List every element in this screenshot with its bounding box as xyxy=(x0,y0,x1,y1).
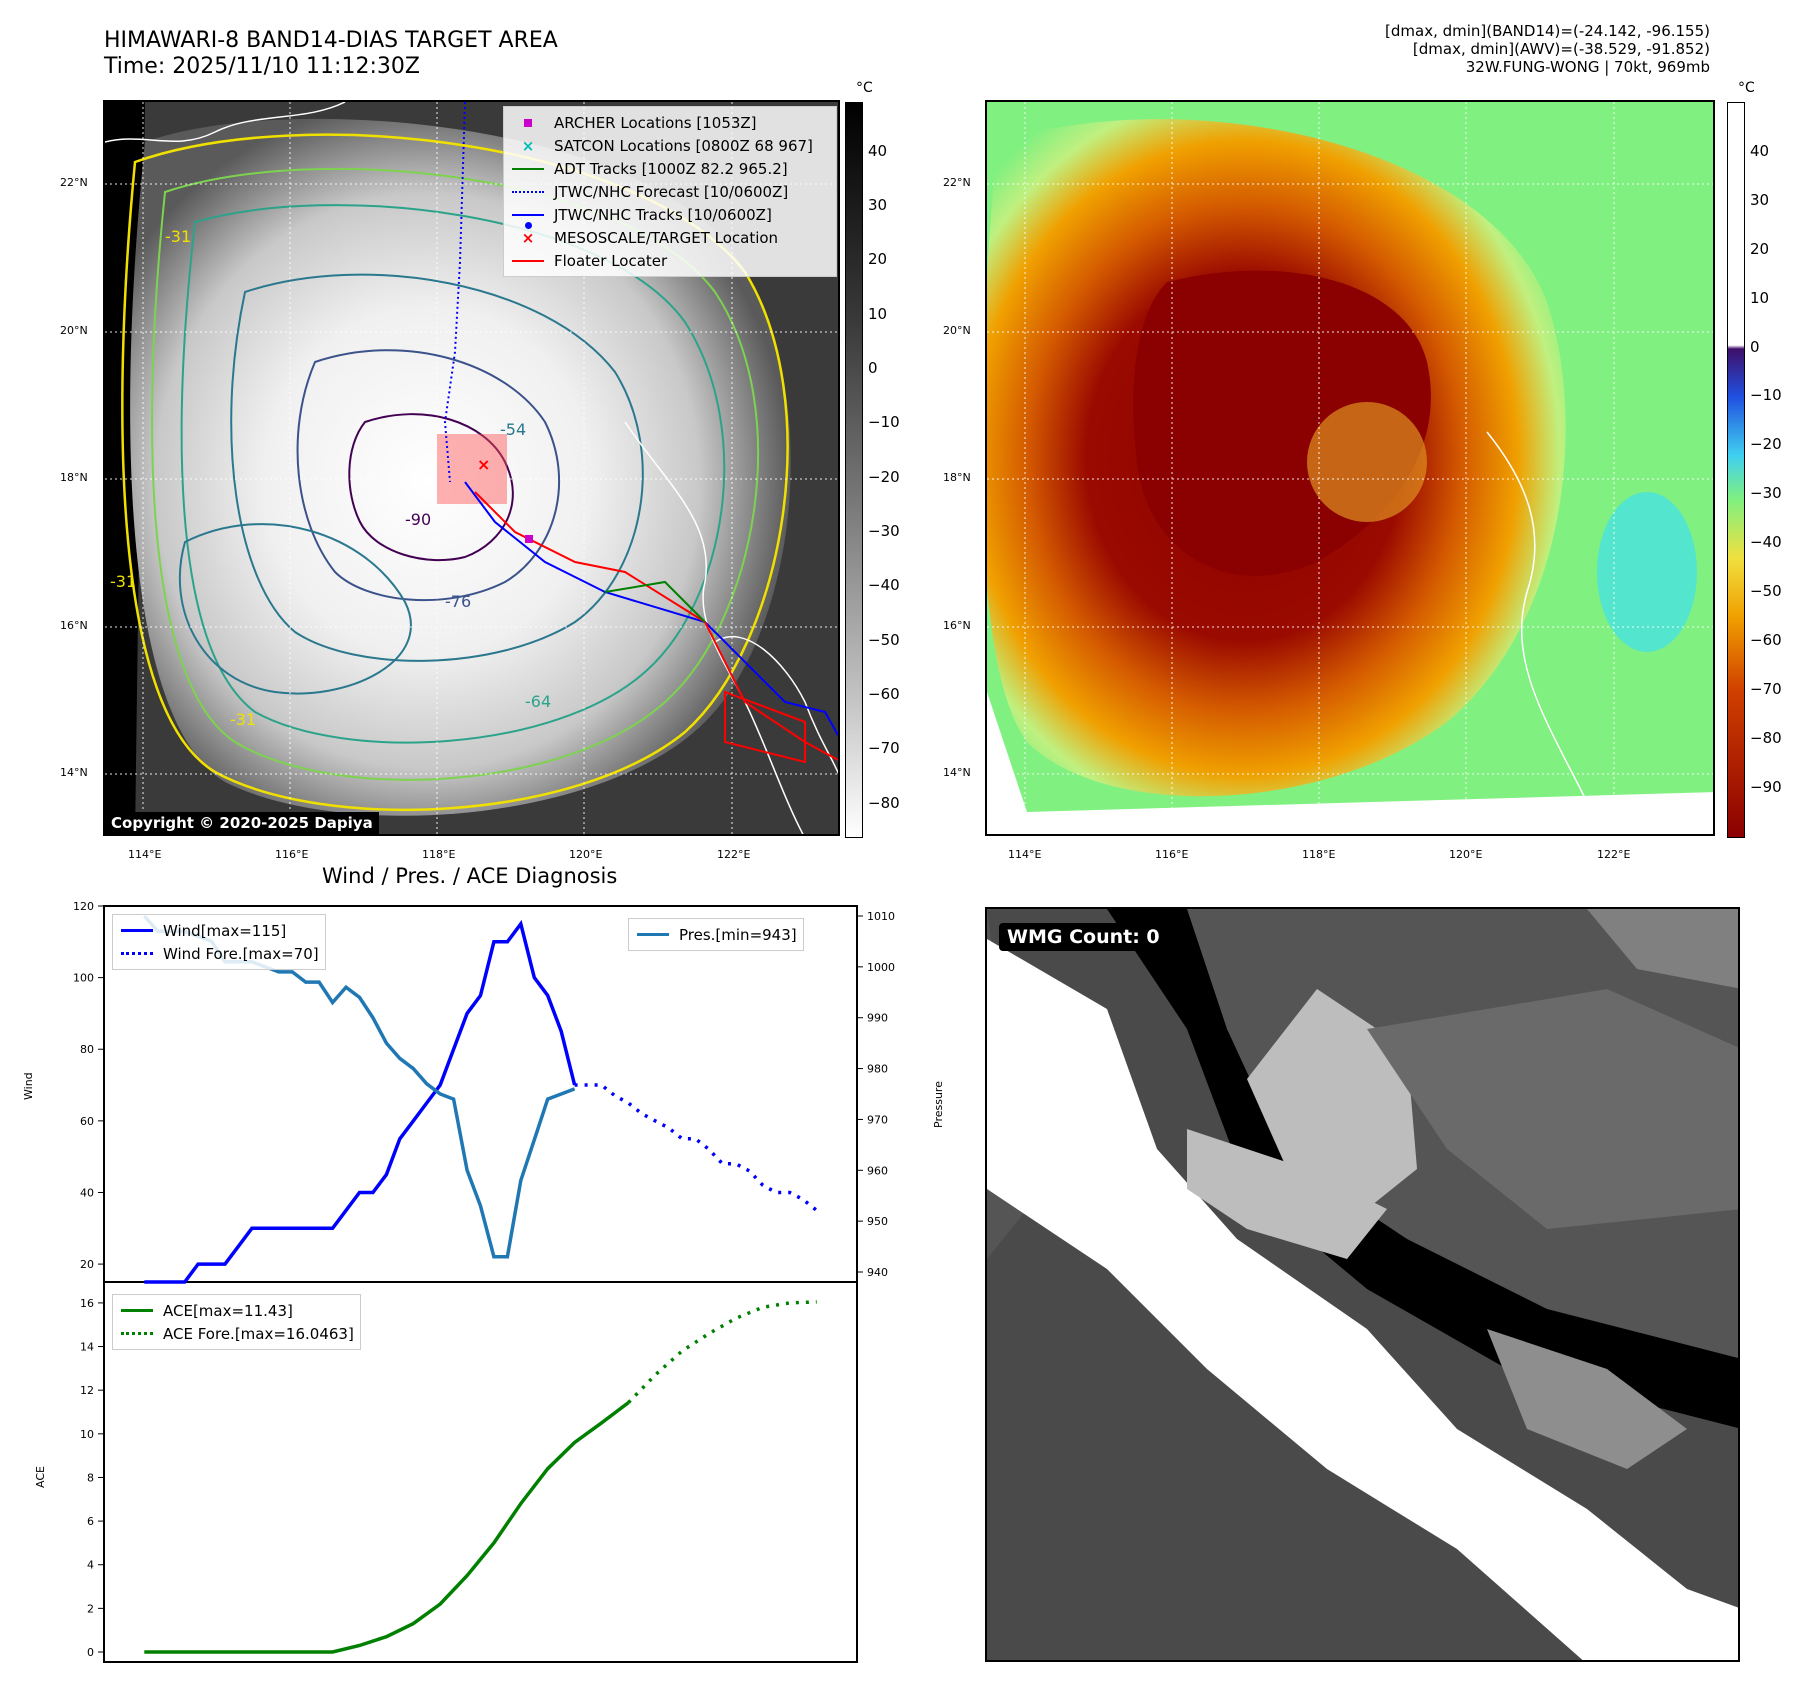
axis-tick-label: 960 xyxy=(867,1164,888,1177)
wmg-panel: WMG Count: 0 xyxy=(985,907,1740,1662)
title-line-2: Time: 2025/11/10 11:12:30Z xyxy=(104,54,420,79)
contour-label: -64 xyxy=(525,692,552,711)
right-colorbar xyxy=(1727,102,1745,838)
axis-tick-label: 990 xyxy=(867,1012,888,1025)
awv-color-map xyxy=(985,100,1715,836)
target-marker: × xyxy=(477,455,490,474)
archer-marker xyxy=(525,535,533,543)
lon-label: 116°E xyxy=(275,848,309,861)
legend-item-mesoscale: × MESOSCALE/TARGET Location xyxy=(521,228,779,247)
axis-tick-label: 0 xyxy=(87,1646,94,1659)
legend-item-jtwc-tracks: JTWC/NHC Tracks [10/0600Z] xyxy=(510,203,830,229)
pressure-legend: Pres.[min=943] xyxy=(628,918,804,951)
axis-tick-label: 10 xyxy=(80,1428,94,1441)
axis-tick-label: 120 xyxy=(73,900,94,913)
lon-label: 120°E xyxy=(1449,848,1483,861)
lon-label: 118°E xyxy=(1302,848,1336,861)
contour-label: -76 xyxy=(445,592,472,611)
axis-tick-label: 6 xyxy=(87,1515,94,1528)
ir-contour-map: × -31 -54 -76 -90 -64 -31 -31 ARCHER Loc… xyxy=(103,100,840,836)
lat-label: 18°N xyxy=(60,471,88,484)
axis-tick-label: 40 xyxy=(80,1186,94,1199)
contour-label: -31 xyxy=(165,227,192,246)
contour-label: -31 xyxy=(230,710,257,729)
info-line-1: [dmax, dmin](BAND14)=(-24.142, -96.155) xyxy=(1385,22,1710,40)
axis-tick-label: 950 xyxy=(867,1215,888,1228)
ace-axis-label: ACE xyxy=(34,1466,47,1488)
left-colorbar-unit: °C xyxy=(856,80,873,96)
lon-label: 118°E xyxy=(422,848,456,861)
legend-item-jtwc-forecast: JTWC/NHC Forecast [10/0600Z] xyxy=(510,180,830,203)
legend-item-wind: Wind[max=115] xyxy=(119,919,319,942)
lat-label: 22°N xyxy=(60,176,88,189)
wind-axis-label: Wind xyxy=(22,1072,35,1100)
map-legend: ARCHER Locations [1053Z] × SATCON Locatio… xyxy=(503,106,837,277)
left-colorbar xyxy=(845,102,863,838)
lon-label: 120°E xyxy=(569,848,603,861)
legend-item-adt: ADT Tracks [1000Z 82.2 965.2] xyxy=(510,157,830,180)
axis-tick-label: 12 xyxy=(80,1384,94,1397)
wind-legend: Wind[max=115] Wind Fore.[max=70] xyxy=(112,914,326,970)
lon-label: 114°E xyxy=(1008,848,1042,861)
pressure-axis-label: Pressure xyxy=(932,1081,945,1128)
lat-label: 20°N xyxy=(60,324,88,337)
lon-label: 116°E xyxy=(1155,848,1189,861)
storm-info: [dmax, dmin](BAND14)=(-24.142, -96.155) … xyxy=(1385,22,1710,76)
axis-tick-label: 940 xyxy=(867,1266,888,1279)
wmg-count-badge: WMG Count: 0 xyxy=(999,923,1168,951)
axis-tick-label: 970 xyxy=(867,1113,888,1126)
axis-tick-label: 100 xyxy=(73,972,94,985)
lat-label: 14°N xyxy=(943,766,971,779)
wind-series-line xyxy=(144,919,577,1284)
awv-color-map-canvas xyxy=(987,102,1713,834)
axis-tick-label: 980 xyxy=(867,1063,888,1076)
contour-label: -54 xyxy=(500,420,527,439)
legend-item-ace-fore: ACE Fore.[max=16.0463] xyxy=(119,1322,354,1345)
axis-tick-label: 20 xyxy=(80,1258,94,1271)
lat-label: 22°N xyxy=(943,176,971,189)
axis-tick-label: 1000 xyxy=(867,961,895,974)
lat-label: 16°N xyxy=(943,619,971,632)
legend-item-archer: ARCHER Locations [1053Z] xyxy=(510,111,830,134)
lat-label: 20°N xyxy=(943,324,971,337)
ace-panel-frame xyxy=(103,1281,858,1663)
chart-title: HIMAWARI-8 BAND14-DIAS TARGET AREA Time:… xyxy=(104,28,558,80)
title-line-1: HIMAWARI-8 BAND14-DIAS TARGET AREA xyxy=(104,28,558,53)
lon-label: 122°E xyxy=(717,848,751,861)
legend-item-floater: Floater Locater xyxy=(510,249,830,272)
wind-forecast-series-line xyxy=(574,1083,818,1212)
axis-tick-label: 4 xyxy=(87,1559,94,1572)
axis-tick-label: 2 xyxy=(87,1602,94,1615)
ace-forecast-series-line xyxy=(627,1300,817,1404)
info-line-3: 32W.FUNG-WONG | 70kt, 969mb xyxy=(1465,58,1710,76)
lon-label: 114°E xyxy=(128,848,162,861)
right-colorbar-unit: °C xyxy=(1738,80,1755,96)
legend-item-ace: ACE[max=11.43] xyxy=(119,1299,354,1322)
lat-label: 16°N xyxy=(60,619,88,632)
wmg-canvas xyxy=(987,909,1738,1660)
ace-series-line xyxy=(144,1401,630,1654)
lon-label: 122°E xyxy=(1597,848,1631,861)
ace-legend: ACE[max=11.43] ACE Fore.[max=16.0463] xyxy=(112,1294,361,1350)
info-line-2: [dmax, dmin](AWV)=(-38.529, -91.852) xyxy=(1412,40,1710,58)
copyright-label: Copyright © 2020-2025 Dapiya xyxy=(105,812,379,834)
axis-tick-label: 60 xyxy=(80,1115,94,1128)
lat-label: 18°N xyxy=(943,471,971,484)
lat-label: 14°N xyxy=(60,766,88,779)
legend-item-wind-fore: Wind Fore.[max=70] xyxy=(119,942,319,965)
axis-tick-label: 1010 xyxy=(867,910,895,923)
axis-tick-label: 16 xyxy=(80,1297,94,1310)
axis-tick-label: 8 xyxy=(87,1471,94,1484)
axis-tick-label: 80 xyxy=(80,1043,94,1056)
legend-item-satcon: × SATCON Locations [0800Z 68 967] xyxy=(521,136,813,155)
legend-item-pressure: Pres.[min=943] xyxy=(635,923,797,946)
axis-tick-label: 14 xyxy=(80,1341,94,1354)
diagnosis-title: Wind / Pres. / ACE Diagnosis xyxy=(322,864,618,888)
contour-label: -31 xyxy=(110,572,137,591)
contour-label: -90 xyxy=(405,510,432,529)
